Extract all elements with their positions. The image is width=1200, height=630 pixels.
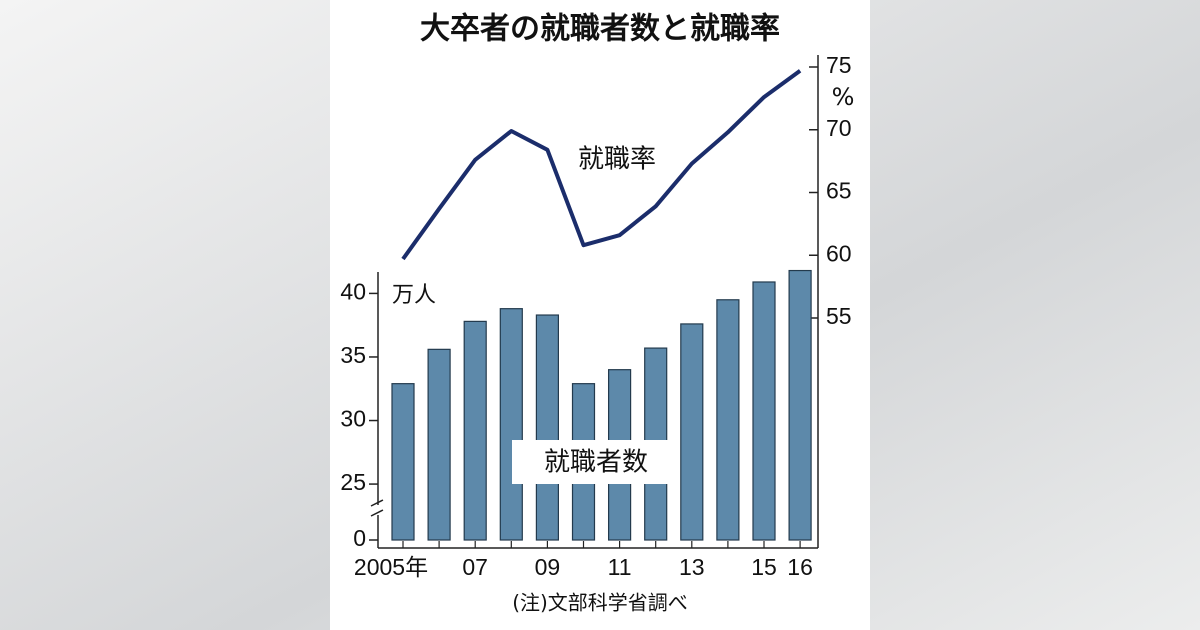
x-tick-label: 16 bbox=[787, 554, 813, 580]
y2-tick-label: 70 bbox=[826, 115, 852, 141]
bar bbox=[752, 281, 776, 541]
x-tick-label: 09 bbox=[535, 554, 561, 580]
plot: 0 25 30 35 40 55 60 65 70 75 2005年 07 09 11 13 15 16 就職者数… bbox=[340, 52, 851, 580]
y-tick-label: 25 bbox=[340, 469, 366, 495]
y2-axis-label: % bbox=[832, 83, 855, 111]
y-tick-label: 35 bbox=[340, 342, 366, 368]
y2-tick-label: 55 bbox=[826, 303, 852, 329]
x-tick-label: 07 bbox=[462, 554, 488, 580]
y-tick-label: 0 bbox=[353, 525, 366, 551]
y-tick-label: 40 bbox=[340, 278, 366, 304]
axis-break bbox=[370, 499, 384, 517]
bar bbox=[680, 323, 704, 541]
note: (注)文部科学省調べ bbox=[512, 591, 688, 615]
bar bbox=[427, 348, 451, 541]
y2-tick-label: 75 bbox=[826, 52, 852, 78]
series-label: 就職率 bbox=[578, 145, 656, 175]
bar bbox=[463, 320, 487, 541]
panel bbox=[330, 0, 870, 630]
legend-box bbox=[512, 440, 680, 484]
y2-tick-label: 60 bbox=[826, 240, 852, 266]
x-tick-label: 13 bbox=[679, 554, 705, 580]
y-tick-label: 30 bbox=[340, 406, 366, 432]
bar bbox=[391, 383, 415, 541]
bar bbox=[535, 314, 560, 541]
chart-title: 大卒者の就職者数と就職率 bbox=[420, 12, 780, 47]
series-label: 就職者数 bbox=[544, 448, 648, 478]
x-tick-label: 15 bbox=[751, 554, 777, 580]
x-tick-label: 11 bbox=[608, 554, 632, 580]
bar bbox=[716, 299, 740, 541]
line bbox=[401, 69, 802, 261]
bar bbox=[788, 269, 812, 541]
y2-tick-label: 65 bbox=[826, 178, 852, 204]
bar bbox=[499, 308, 523, 541]
y-axis-label: 万人 bbox=[392, 283, 436, 308]
x-tick-label: 2005年 bbox=[354, 554, 428, 580]
